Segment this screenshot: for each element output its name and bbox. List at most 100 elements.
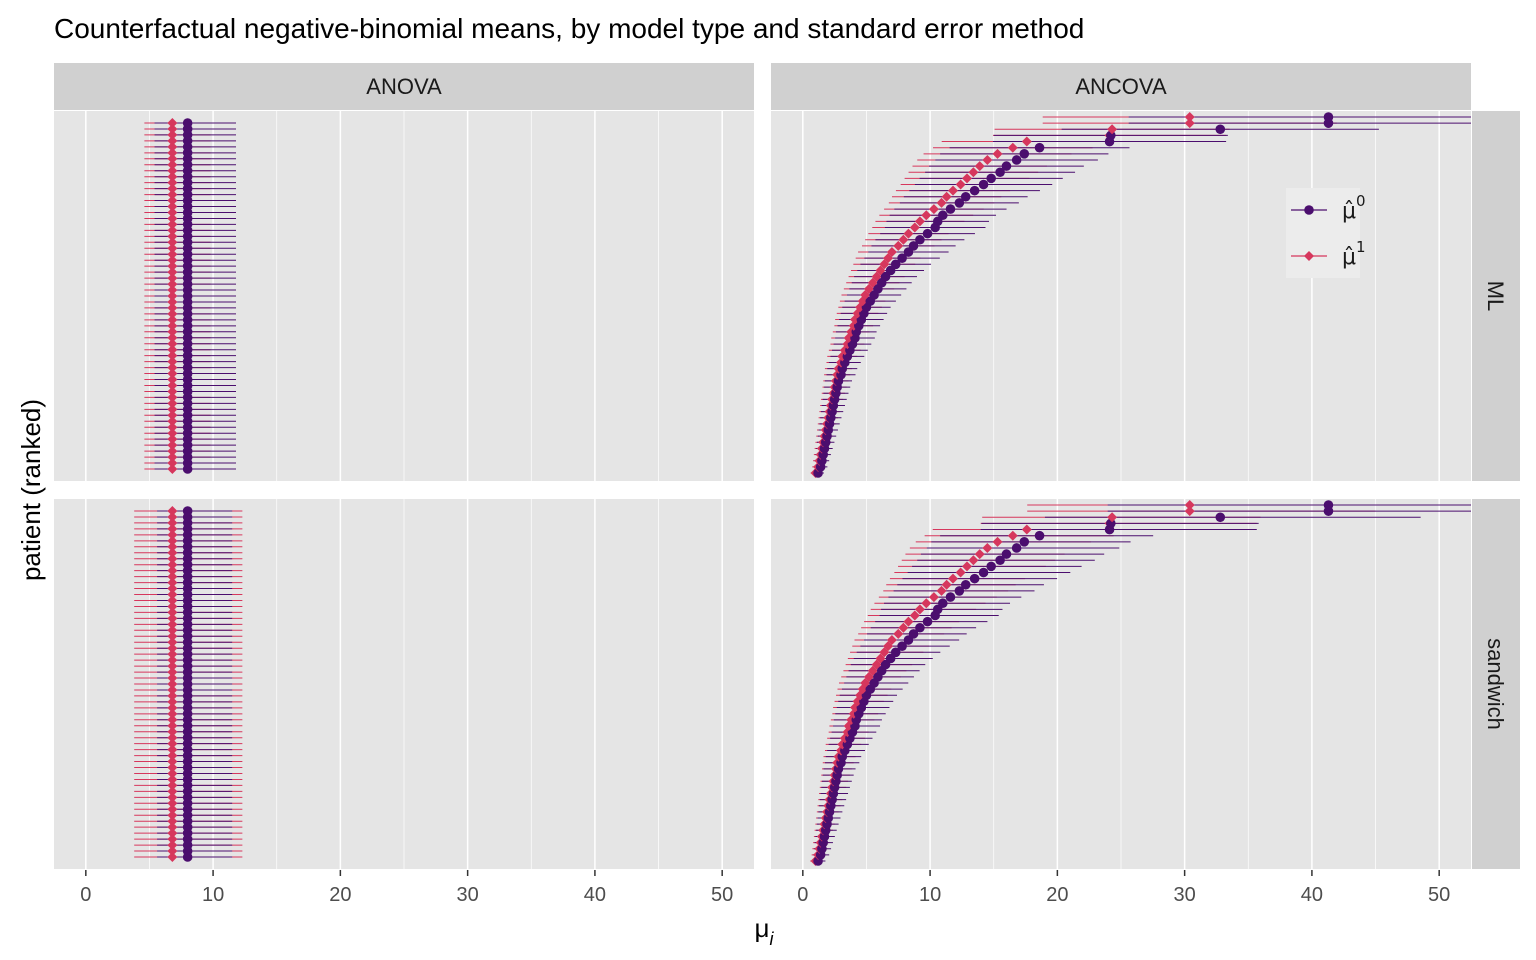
point-mu1 [1184, 506, 1195, 517]
legend-label-superscript: 1 [1356, 238, 1366, 256]
point-mu0 [922, 616, 933, 627]
point-mu0 [1019, 537, 1030, 547]
point-mu1 [167, 177, 178, 188]
panel-ancova-ml [771, 111, 1471, 481]
point-mu1 [167, 326, 178, 337]
point-mu1 [974, 549, 985, 560]
point-mu1 [167, 237, 178, 248]
point-mu1 [167, 828, 178, 839]
x-axis-anova: 0 10 20 30 40 50 [80, 870, 733, 906]
point-mu1 [1184, 112, 1195, 122]
point-mu1 [167, 696, 178, 707]
point-mu1 [167, 577, 178, 588]
y-axis-title: patient (ranked) [16, 399, 46, 581]
data-marks [144, 118, 236, 474]
point-mu1 [167, 159, 178, 170]
point-mu0 [1011, 543, 1022, 553]
point-mu1 [167, 541, 178, 552]
point-mu1 [167, 452, 178, 463]
point-mu0 [1001, 161, 1012, 171]
strip-background [1472, 111, 1520, 481]
point-mu0 [908, 241, 919, 251]
data-marks [134, 506, 243, 862]
point-mu1 [968, 167, 979, 178]
point-mu0 [182, 118, 193, 128]
point-mu1 [167, 380, 178, 391]
point-mu1 [1107, 124, 1118, 135]
point-mu0 [960, 579, 971, 590]
point-mu0 [978, 567, 989, 578]
point-mu1 [167, 690, 178, 701]
point-mu1 [167, 619, 178, 630]
strip-ancova: ANCOVA [771, 63, 1471, 110]
point-mu1 [167, 219, 178, 230]
point-mu1 [167, 195, 178, 206]
point-mu1 [167, 601, 178, 612]
point-mu1 [167, 118, 178, 128]
point-mu1 [167, 213, 178, 224]
point-mu1 [167, 261, 178, 272]
legend-label-superscript: 0 [1356, 192, 1366, 210]
x-axis-ancova: 0 10 20 30 40 50 [797, 870, 1450, 906]
strip-label: ANCOVA [1075, 74, 1167, 99]
point-mu1 [936, 197, 947, 208]
point-mu0 [922, 228, 933, 239]
point-mu1 [167, 846, 178, 857]
strip-label: sandwich [1483, 638, 1508, 730]
point-mu1 [893, 240, 904, 251]
point-mu1 [886, 635, 897, 646]
point-mu1 [167, 762, 178, 773]
point-mu1 [1021, 136, 1032, 147]
point-mu0 [1034, 142, 1045, 153]
point-mu1 [167, 517, 178, 528]
point-mu1 [167, 643, 178, 654]
x-tick-label: 50 [711, 884, 733, 906]
point-mu1 [167, 738, 178, 749]
point-mu1 [167, 679, 178, 689]
point-mu1 [167, 511, 178, 522]
point-mu1 [167, 279, 178, 290]
point-mu1 [167, 374, 178, 385]
legend-key-point [1304, 205, 1314, 215]
facet-panels [54, 111, 1471, 869]
point-mu1 [1107, 512, 1118, 523]
x-tick-label: 0 [80, 884, 91, 906]
point-mu1 [167, 225, 178, 236]
point-mu1 [948, 185, 958, 196]
point-mu1 [167, 422, 178, 433]
point-mu1 [167, 804, 178, 815]
x-tick-label: 50 [1428, 884, 1450, 906]
point-mu1 [909, 610, 920, 621]
chart-title: Counterfactual negative-binomial means, … [54, 13, 1084, 44]
point-mu1 [167, 732, 178, 743]
facet-strips: ANOVA ANCOVA ML sandwich [54, 63, 1520, 869]
point-mu0 [945, 204, 956, 214]
point-mu1 [167, 655, 178, 666]
x-axis-title-main: μ [755, 913, 770, 943]
strip-sandwich: sandwich [1472, 499, 1520, 869]
point-mu1 [167, 523, 178, 534]
point-mu1 [167, 320, 178, 331]
point-mu0 [897, 253, 907, 263]
point-mu1 [167, 398, 178, 409]
x-tick-label: 30 [1174, 884, 1196, 906]
point-mu1 [167, 673, 178, 684]
point-mu1 [1007, 142, 1018, 153]
point-mu0 [1215, 124, 1226, 135]
point-mu1 [167, 822, 178, 833]
point-mu1 [167, 368, 178, 379]
point-mu0 [890, 647, 901, 658]
point-mu1 [167, 708, 178, 719]
point-mu1 [167, 231, 178, 242]
point-mu1 [167, 350, 178, 361]
point-mu1 [1184, 118, 1195, 129]
point-mu0 [986, 561, 996, 572]
point-mu1 [167, 386, 178, 397]
point-mu1 [167, 840, 178, 851]
point-mu1 [167, 285, 178, 296]
point-mu1 [167, 273, 178, 284]
x-tick-label: 10 [202, 884, 224, 906]
legend-item-mu0: μ̂0 [1291, 192, 1366, 224]
x-tick-label: 20 [1046, 884, 1068, 906]
point-mu1 [167, 129, 178, 140]
